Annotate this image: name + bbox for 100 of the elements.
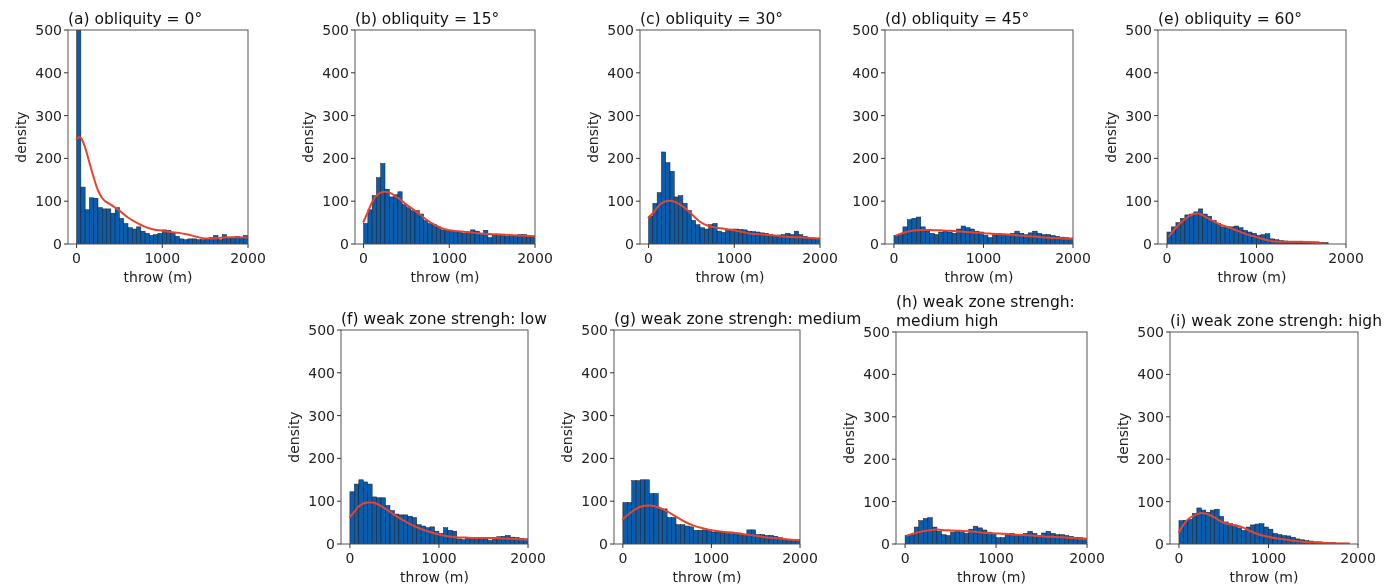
y-axis-title: density [841,412,857,464]
y-tick-label: 300 [1125,107,1152,124]
y-tick-label: 0 [881,536,890,552]
y-tick-label: 200 [308,450,335,467]
x-tick-label: 1000 [1250,550,1287,566]
y-tick-label: 0 [1155,536,1164,552]
x-tick-label: 2000 [510,550,546,566]
y-tick-label: 0 [340,236,349,252]
x-tick-label: 2000 [517,250,553,266]
y-tick-label: 300 [1137,408,1164,425]
y-tick-label: 300 [852,107,879,124]
y-tick-label: 500 [863,324,890,340]
y-tick-label: 400 [581,364,608,381]
chart-title: (b) obliquity = 15° [355,10,500,28]
y-tick-label: 200 [1137,451,1164,468]
y-tick-label: 400 [308,364,335,381]
x-tick-label: 2000 [802,250,838,266]
y-tick-label: 300 [863,408,890,425]
y-tick-label: 500 [308,322,335,338]
x-tick-label: 1000 [693,550,730,566]
chart-title: (e) obliquity = 60° [1158,10,1303,28]
x-axis-title: throw (m) [672,569,742,585]
y-tick-label: 100 [1125,193,1152,210]
y-tick-label: 300 [607,107,634,124]
x-tick-label: 0 [1174,550,1184,566]
y-tick-label: 0 [1143,236,1152,252]
y-tick-label: 500 [1137,324,1164,340]
y-tick-label: 100 [863,493,890,510]
y-tick-label: 400 [322,64,349,81]
x-tick-label: 1000 [144,250,181,266]
y-tick-label: 100 [581,493,608,510]
y-tick-label: 100 [607,193,634,210]
x-tick-label: 1000 [978,550,1014,566]
y-tick-label: 400 [1137,366,1164,383]
y-tick-label: 0 [625,236,634,252]
x-tick-label: 1000 [421,550,457,566]
y-tick-label: 200 [607,150,634,167]
x-tick-label: 0 [644,250,654,266]
y-tick-label: 200 [863,451,890,468]
x-tick-label: 2000 [230,250,266,266]
y-axis-title: density [1103,111,1119,163]
x-axis-title: throw (m) [1217,269,1287,285]
x-tick-label: 0 [900,550,910,566]
x-axis-title: throw (m) [410,269,480,285]
y-axis-title: density [286,411,302,463]
y-tick-label: 100 [1137,493,1164,510]
chart-title: (c) obliquity = 30° [640,10,784,28]
y-tick-label: 300 [581,407,608,424]
x-tick-label: 2000 [1340,550,1376,566]
x-tick-label: 2000 [782,550,818,566]
y-tick-label: 100 [35,193,62,210]
chart-title: (d) obliquity = 45° [885,10,1030,28]
y-tick-label: 100 [852,193,879,210]
x-axis-title: throw (m) [944,269,1014,285]
y-tick-label: 0 [870,236,879,252]
y-tick-label: 100 [322,193,349,210]
x-tick-label: 1000 [431,250,468,266]
chart-title: (g) weak zone strengh: medium [614,310,862,328]
x-axis-title: throw (m) [1229,569,1299,585]
x-tick-label: 2000 [1328,250,1364,266]
x-tick-label: 1000 [1238,250,1275,266]
y-tick-label: 200 [1125,150,1152,167]
x-axis-title: throw (m) [695,269,765,285]
x-tick-label: 0 [72,250,82,266]
chart-title: (f) weak zone strengh: low [341,310,548,328]
y-tick-label: 0 [326,536,335,552]
y-tick-label: 500 [322,22,349,38]
y-tick-label: 500 [35,22,62,38]
y-tick-label: 500 [1125,22,1152,38]
y-tick-label: 400 [35,64,62,81]
chart-title: (i) weak zone strengh: high [1170,312,1382,330]
x-tick-label: 2000 [1069,550,1105,566]
chart-title: (a) obliquity = 0° [68,10,203,28]
y-tick-label: 300 [322,107,349,124]
x-tick-label: 2000 [1055,250,1091,266]
y-axis-title: density [300,111,316,163]
y-axis-title: density [13,111,29,163]
y-axis-title: density [559,411,575,463]
y-axis-title: density [585,111,601,163]
y-tick-label: 200 [852,150,879,167]
y-tick-label: 300 [308,407,335,424]
y-tick-label: 500 [607,22,634,38]
chart-title: (h) weak zone strengh: medium high [896,293,1075,330]
x-axis-title: throw (m) [123,269,193,285]
y-tick-label: 400 [1125,64,1152,81]
y-tick-label: 200 [322,150,349,167]
y-axis-title: density [1115,412,1131,464]
y-tick-label: 400 [863,366,890,383]
y-tick-label: 100 [308,493,335,510]
y-tick-label: 300 [35,107,62,124]
y-tick-label: 200 [581,450,608,467]
y-tick-label: 500 [852,22,879,38]
y-tick-label: 500 [581,322,608,338]
y-tick-label: 0 [599,536,608,552]
x-axis-title: throw (m) [957,569,1026,585]
y-tick-label: 200 [35,150,62,167]
x-tick-label: 1000 [965,250,1002,266]
x-tick-label: 0 [359,250,369,266]
y-tick-label: 400 [852,64,879,81]
y-tick-label: 400 [607,64,634,81]
